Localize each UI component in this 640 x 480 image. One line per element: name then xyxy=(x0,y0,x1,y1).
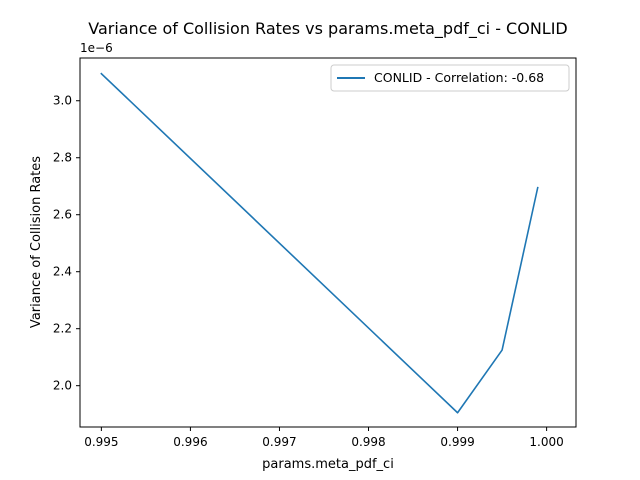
x-tick-label: 0.995 xyxy=(84,435,118,449)
x-tick-label: 0.999 xyxy=(440,435,474,449)
y-tick-label: 2.4 xyxy=(53,265,72,279)
chart-title: Variance of Collision Rates vs params.me… xyxy=(88,19,567,39)
legend-box xyxy=(330,64,570,92)
y-tick-label: 2.0 xyxy=(53,379,72,393)
y-tick-label: 2.2 xyxy=(53,322,72,336)
series-layer xyxy=(100,72,539,414)
legend-label: CONLID - Correlation: -0.68 xyxy=(374,70,544,85)
x-tick-label: 0.997 xyxy=(262,435,296,449)
y-tick-label: 3.0 xyxy=(53,94,72,108)
plot-frame xyxy=(79,57,577,428)
y-axis-label: Variance of Collision Rates xyxy=(29,156,44,328)
x-axis-label: params.meta_pdf_ci xyxy=(262,457,394,472)
x-tick-label: 0.998 xyxy=(351,435,385,449)
x-tick-label: 0.996 xyxy=(173,435,207,449)
plot-area xyxy=(80,58,576,427)
y-tick-label: 2.8 xyxy=(53,151,72,165)
y-tick-label: 2.6 xyxy=(53,208,72,222)
x-tick-label: 1.000 xyxy=(529,435,563,449)
ticks-layer: 0.995 0.996 0.997 0.998 0.999 1.000 2.0 2.2 2.4 2… xyxy=(53,94,564,449)
legend: CONLID - Correlation: -0.68 xyxy=(330,64,570,92)
y-offset-label: 1e−6 xyxy=(80,41,113,55)
series-line xyxy=(100,72,539,414)
